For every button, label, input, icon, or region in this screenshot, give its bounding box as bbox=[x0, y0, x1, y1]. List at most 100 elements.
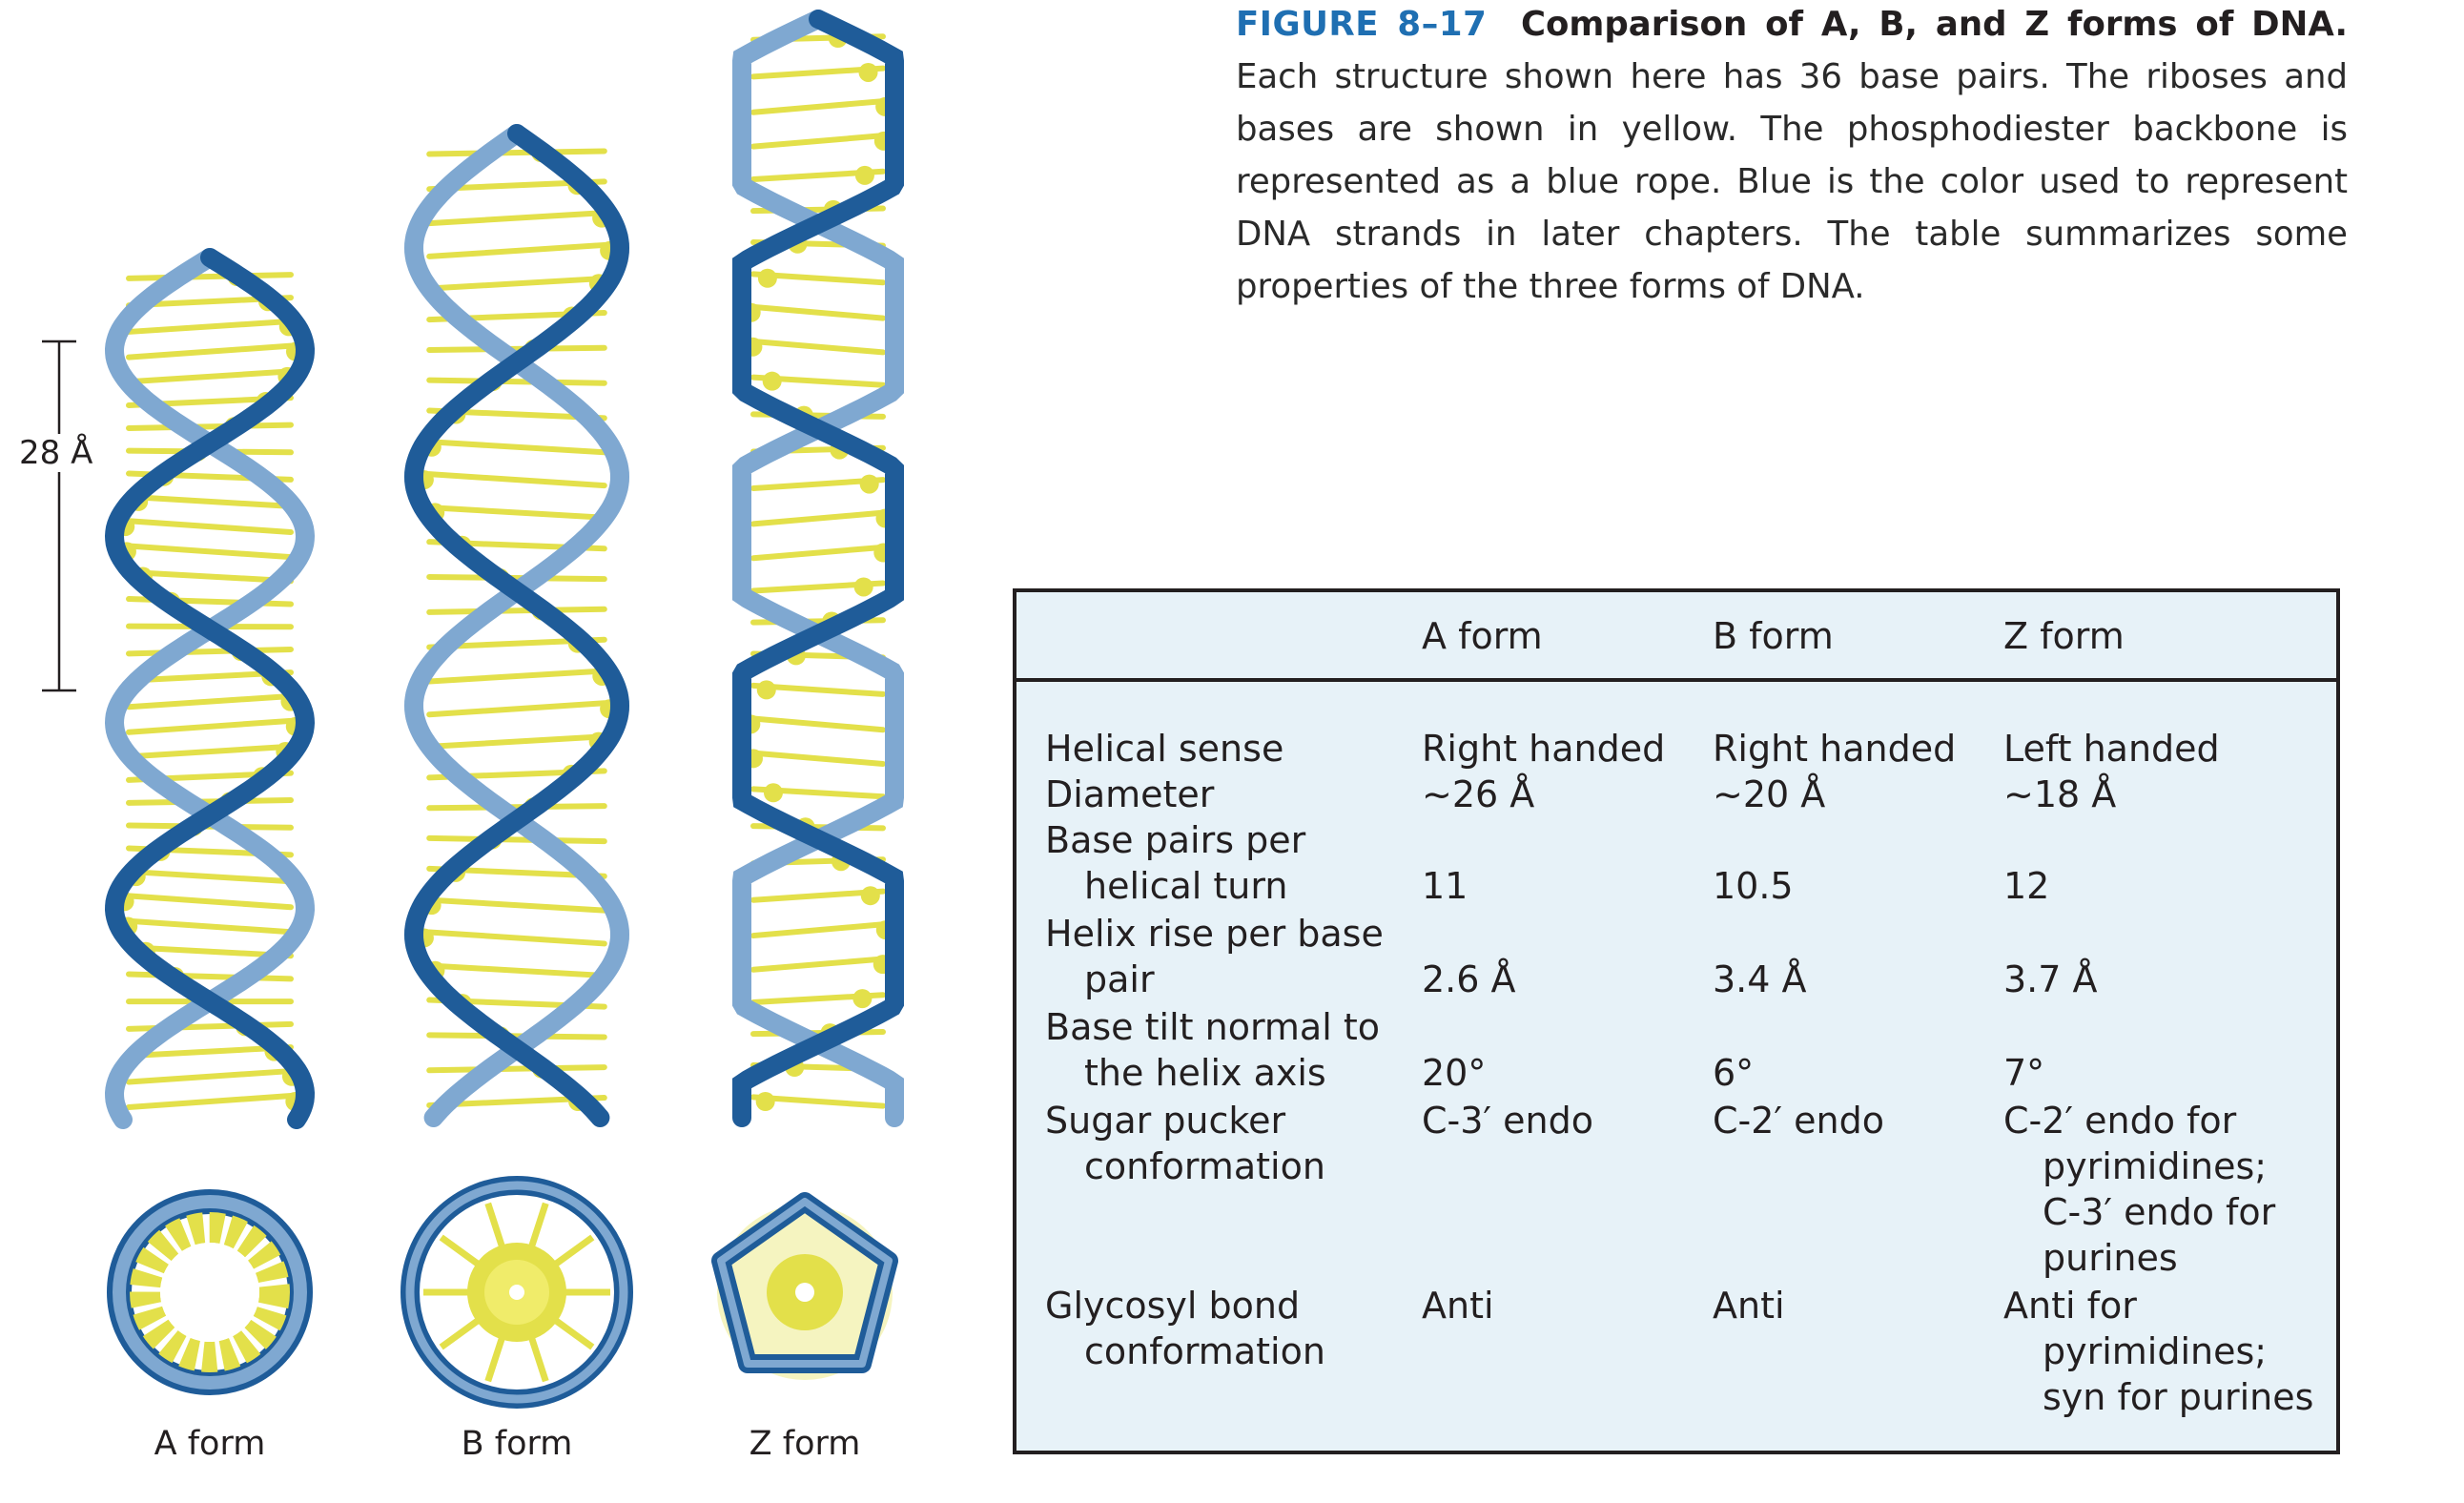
base-pair bbox=[126, 743, 294, 760]
figure-title: Comparison of A, B, and Z forms of DNA. bbox=[1520, 5, 2348, 44]
row-label: Helix rise per base pair bbox=[1045, 911, 1384, 1002]
z-form-value-line: pyrimidines; bbox=[2043, 1145, 2268, 1187]
dna-structures-illustration bbox=[42, 10, 904, 1409]
row-label-line: Base tilt normal to bbox=[1045, 1006, 1380, 1048]
base-spoke bbox=[484, 1336, 505, 1383]
z-form-value-line: 3.7 Å bbox=[2003, 958, 2098, 1000]
base-pair bbox=[426, 210, 607, 227]
base-pair bbox=[426, 439, 607, 456]
base-pair bbox=[750, 750, 886, 767]
row-label-line: helical turn bbox=[1084, 865, 1288, 907]
base-pair bbox=[126, 318, 294, 335]
base-pair bbox=[126, 272, 294, 281]
base-pair bbox=[126, 868, 294, 885]
table-header: A form B form Z form bbox=[1016, 592, 2336, 682]
z-form-value: 3.7 Å bbox=[2003, 957, 2098, 1002]
b-form-value: ~20 Å bbox=[1713, 773, 1826, 815]
base-pair bbox=[750, 956, 886, 973]
base-pair bbox=[426, 929, 607, 947]
row-label: Base tilt normal to the helix axis bbox=[1045, 1004, 1380, 1096]
z-form-value: 7° bbox=[2003, 1050, 2044, 1096]
base-pair bbox=[750, 509, 886, 527]
a-form-value: Right handed bbox=[1422, 728, 1666, 770]
row-label-line: pair bbox=[1084, 958, 1155, 1000]
row-label-line: Helical sense bbox=[1045, 728, 1284, 770]
base-spoke bbox=[553, 1234, 595, 1267]
ribose bbox=[853, 577, 873, 597]
row-label: Base pairs per helical turn bbox=[1045, 817, 1305, 909]
base-pair bbox=[426, 377, 607, 386]
base-pair bbox=[426, 803, 607, 812]
z-form-value: 12 bbox=[2003, 863, 2049, 909]
base-pair bbox=[126, 342, 294, 360]
base-pair bbox=[126, 1093, 294, 1110]
base-pair bbox=[126, 568, 294, 585]
a-form-helix bbox=[104, 248, 316, 1129]
b-form-value: Anti bbox=[1713, 1285, 1785, 1327]
z-form-value: C-2′ endo for pyrimidines; C-3′ endo for pu… bbox=[2003, 1098, 2275, 1281]
base-pair bbox=[126, 692, 294, 710]
a-form-value: Anti bbox=[1422, 1285, 1494, 1327]
z-form-value-line: pyrimidines; bbox=[2043, 1330, 2268, 1372]
z-form-value-line: purines bbox=[2043, 1237, 2178, 1279]
backbone-strand-dark bbox=[732, 10, 904, 1127]
base-pair bbox=[126, 717, 294, 735]
base-pair bbox=[750, 303, 886, 321]
base-pair bbox=[126, 646, 294, 657]
b-form-value: C-2′ endo bbox=[1713, 1100, 1884, 1142]
a-form-label: A form bbox=[154, 1425, 266, 1463]
ribose bbox=[854, 165, 874, 185]
row-label-line: the helix axis bbox=[1084, 1052, 1326, 1094]
base-pair bbox=[750, 921, 886, 939]
z-form-label: Z form bbox=[749, 1425, 861, 1463]
base-pair bbox=[426, 668, 607, 685]
header-z-form: Z form bbox=[2003, 615, 2125, 657]
base-pair bbox=[426, 344, 607, 353]
b-form-label: B form bbox=[461, 1425, 573, 1463]
ribose bbox=[860, 886, 880, 906]
b-form-value: 6° bbox=[1713, 1052, 1755, 1094]
row-label-line: conformation bbox=[1084, 1330, 1325, 1372]
ribose bbox=[858, 62, 878, 82]
z-form-value-line: ~18 Å bbox=[2003, 773, 2117, 815]
base-pair bbox=[426, 700, 607, 718]
ribose bbox=[757, 268, 777, 288]
b-form-top-view bbox=[400, 1176, 633, 1409]
row-label-line: conformation bbox=[1084, 1145, 1325, 1187]
z-form-top-view bbox=[711, 1192, 898, 1380]
base-pair bbox=[126, 1068, 294, 1085]
backbone-strand-dark bbox=[403, 124, 630, 1127]
z-form-value: Anti for pyrimidines; syn for purines bbox=[2003, 1283, 2313, 1420]
base-spoke bbox=[484, 1202, 505, 1248]
caption-body: Each structure shown here has 36 base pa… bbox=[1236, 57, 2348, 306]
z-form-value-line: C-2′ endo for bbox=[2003, 1100, 2237, 1142]
base-spoke bbox=[528, 1336, 549, 1383]
b-form-value: Right handed bbox=[1713, 728, 1957, 770]
a-form-value: ~26 Å bbox=[1422, 773, 1535, 815]
z-form-value-line: C-3′ endo for bbox=[2043, 1191, 2276, 1233]
base-pair bbox=[750, 338, 886, 356]
ribose bbox=[859, 474, 879, 494]
ribose bbox=[763, 783, 783, 803]
base-pair bbox=[426, 896, 607, 914]
base-pair bbox=[126, 543, 294, 561]
figure-number: FIGURE 8–17 bbox=[1236, 5, 1488, 44]
row-label: Glycosyl bond conformation bbox=[1045, 1283, 1325, 1374]
a-form-top-view bbox=[107, 1189, 313, 1395]
backbone-strand-dark bbox=[104, 248, 316, 1129]
z-form-value-line: 7° bbox=[2003, 1052, 2045, 1094]
z-form-value-line: Anti for bbox=[2003, 1285, 2137, 1327]
base-pair bbox=[126, 893, 294, 911]
base-pair bbox=[426, 733, 607, 750]
row-label: Diameter bbox=[1045, 772, 1214, 817]
base-pair bbox=[426, 1032, 607, 1040]
a-form-value: 20° bbox=[1422, 1052, 1487, 1094]
z-form-helix bbox=[732, 10, 904, 1127]
scale-bar-label: 28 Å bbox=[19, 434, 93, 472]
z-form-value: ~18 Å bbox=[2003, 772, 2116, 817]
base-pair bbox=[750, 1094, 886, 1109]
ribose bbox=[755, 1092, 775, 1111]
properties-table: A form B form Z form Helical sense Right … bbox=[1013, 588, 2340, 1454]
b-form-value: 10.5 bbox=[1713, 865, 1794, 907]
base-pair bbox=[750, 98, 886, 115]
